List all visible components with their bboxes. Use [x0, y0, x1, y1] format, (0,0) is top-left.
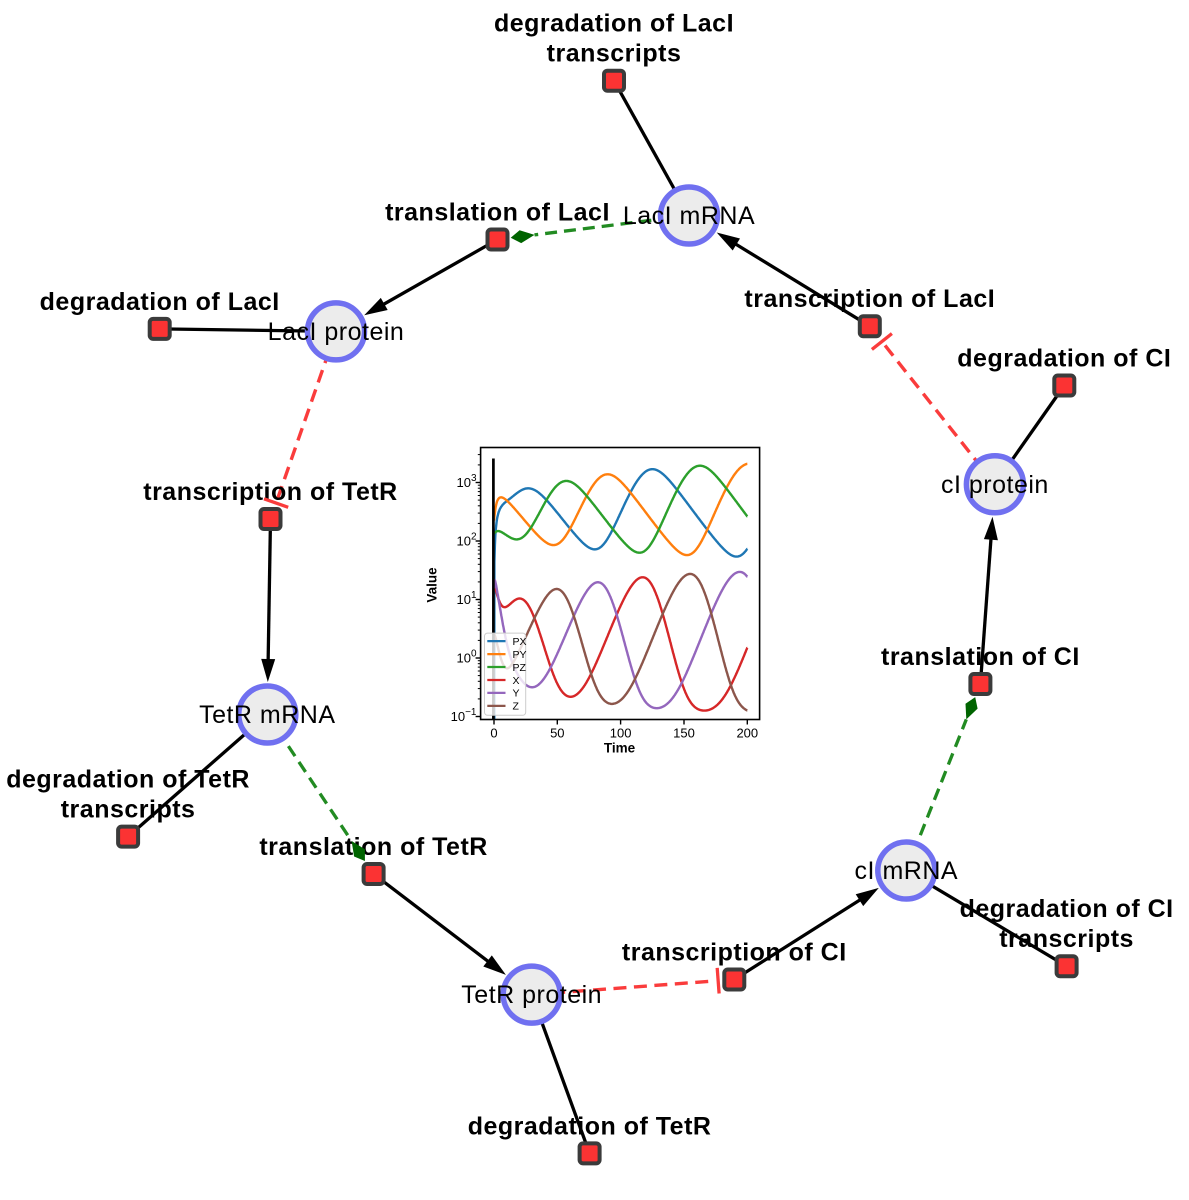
svg-text:transcription of CI: transcription of CI — [622, 939, 847, 967]
svg-text:degradation of TetR: degradation of TetR — [6, 766, 250, 794]
svg-text:degradation of LacI: degradation of LacI — [494, 10, 734, 38]
svg-text:degradation of LacI: degradation of LacI — [40, 288, 280, 316]
svg-text:200: 200 — [736, 726, 758, 741]
svg-text:LacI protein: LacI protein — [268, 318, 405, 346]
svg-text:100: 100 — [610, 726, 632, 741]
svg-text:Z: Z — [513, 701, 520, 713]
svg-text:transcription of LacI: transcription of LacI — [744, 285, 995, 313]
svg-text:translation of CI: translation of CI — [881, 643, 1080, 671]
svg-text:TetR protein: TetR protein — [461, 981, 602, 1009]
svg-text:cI protein: cI protein — [941, 471, 1049, 499]
svg-text:cI mRNA: cI mRNA — [855, 857, 959, 885]
svg-text:transcripts: transcripts — [61, 796, 196, 824]
svg-text:Time: Time — [604, 741, 636, 756]
svg-text:150: 150 — [673, 726, 695, 741]
svg-text:PX: PX — [513, 636, 527, 648]
svg-text:degradation of CI: degradation of CI — [960, 895, 1174, 923]
svg-text:transcripts: transcripts — [547, 40, 682, 68]
svg-text:LacI mRNA: LacI mRNA — [623, 202, 755, 230]
svg-text:translation of LacI: translation of LacI — [385, 199, 610, 227]
svg-text:degradation of CI: degradation of CI — [957, 345, 1171, 373]
svg-text:0: 0 — [490, 726, 497, 741]
svg-text:TetR mRNA: TetR mRNA — [199, 701, 335, 729]
svg-text:50: 50 — [550, 726, 564, 741]
svg-text:PY: PY — [513, 649, 527, 661]
svg-text:transcripts: transcripts — [999, 925, 1134, 953]
svg-text:Value: Value — [425, 567, 440, 603]
svg-text:degradation of TetR: degradation of TetR — [468, 1112, 712, 1140]
svg-text:Y: Y — [513, 688, 520, 700]
svg-text:X: X — [513, 675, 520, 687]
svg-text:translation of TetR: translation of TetR — [259, 833, 487, 861]
svg-text:PZ: PZ — [513, 662, 527, 674]
